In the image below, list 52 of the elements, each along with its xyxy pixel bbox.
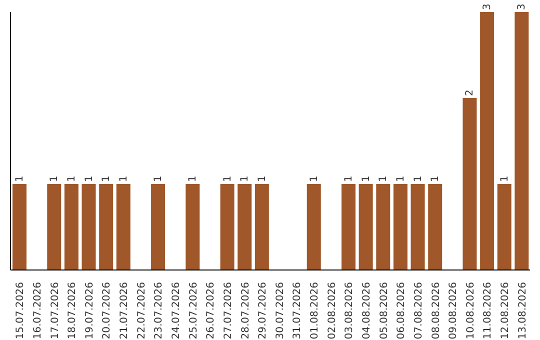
x-tick-label: 01.08.2026 (310, 282, 321, 340)
data-label: 1 (188, 176, 199, 182)
x-tick-label: 18.07.2026 (67, 282, 78, 340)
data-label: 1 (118, 176, 130, 182)
x-tick-label: 29.07.2026 (258, 282, 269, 340)
x-tick-label: 16.07.2026 (32, 282, 44, 340)
data-label: 1 (430, 176, 442, 182)
x-tick-label: 06.08.2026 (396, 282, 408, 340)
data-label: 1 (49, 176, 60, 182)
x-tick-label: 04.08.2026 (361, 282, 372, 340)
x-tick-label: 08.08.2026 (430, 282, 442, 340)
data-label: 1 (101, 176, 112, 182)
data-label: 1 (256, 176, 268, 182)
x-tick-label: 26.07.2026 (206, 282, 217, 340)
x-tick-label: 17.07.2026 (50, 282, 61, 340)
data-label: 1 (308, 176, 320, 182)
data-label: 1 (84, 176, 95, 182)
data-label: 1 (499, 176, 510, 182)
x-tick-label: 02.08.2026 (326, 282, 338, 340)
x-tick-label: 15.07.2026 (15, 282, 26, 340)
x-tick-label: 07.08.2026 (413, 282, 424, 340)
x-tick-label: 05.08.2026 (378, 282, 390, 340)
data-label: 1 (222, 176, 234, 182)
data-label: 1 (14, 176, 26, 182)
data-label: 2 (464, 90, 476, 96)
data-label: 1 (66, 176, 78, 182)
x-tick-label: 03.08.2026 (344, 282, 356, 340)
x-tick-label: 20.07.2026 (102, 282, 113, 340)
x-tick-label: 27.07.2026 (222, 282, 234, 340)
data-label: 1 (412, 176, 424, 182)
x-tick-label: 24.07.2026 (171, 282, 182, 340)
data-label: 1 (378, 176, 390, 182)
x-tick-label: 23.07.2026 (154, 282, 165, 340)
data-label: 3 (516, 4, 528, 10)
x-tick-label: 21.07.2026 (119, 282, 130, 340)
x-tick-label: 09.08.2026 (448, 282, 460, 340)
x-tick-label: 25.07.2026 (188, 282, 200, 340)
data-label: 1 (395, 176, 406, 182)
x-tick-label: 13.08.2026 (517, 282, 528, 340)
x-tick-label: 31.07.2026 (292, 282, 304, 340)
x-tick-label: 10.08.2026 (465, 282, 476, 340)
data-label: 3 (482, 4, 494, 10)
data-label: 1 (360, 176, 372, 182)
data-label: 1 (240, 176, 251, 182)
x-tick-label: 22.07.2026 (136, 282, 148, 340)
data-label: 1 (153, 176, 164, 182)
x-tick-label: 30.07.2026 (274, 282, 286, 340)
x-tick-label: 28.07.2026 (240, 282, 252, 340)
x-tick-label: 19.07.2026 (84, 282, 96, 340)
x-tick-label: 12.08.2026 (500, 282, 512, 340)
data-label: 1 (344, 176, 355, 182)
x-tick-label: 11.08.2026 (482, 282, 494, 340)
